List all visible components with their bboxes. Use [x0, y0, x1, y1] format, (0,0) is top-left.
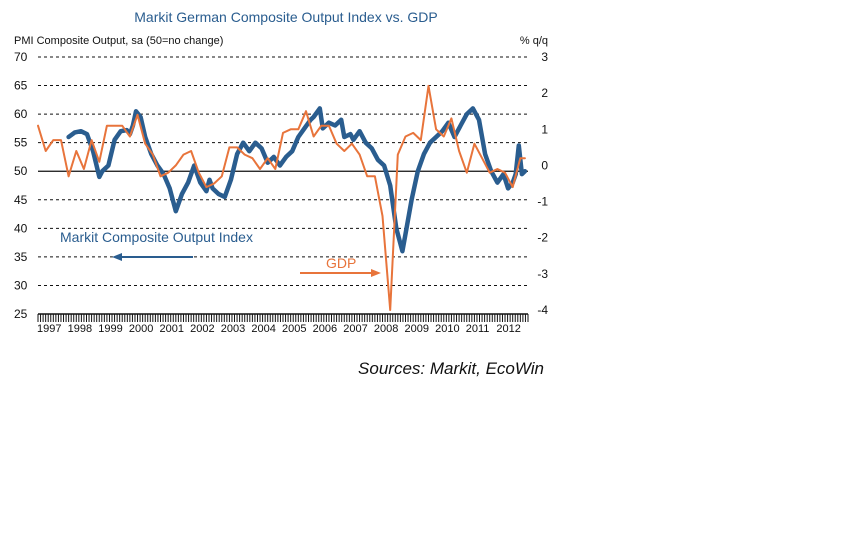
gdp-series-line	[37, 84, 526, 311]
x-tick-label: 2006	[313, 323, 337, 335]
x-tick-label: 1997	[37, 323, 61, 335]
x-tick-label: 2011	[466, 323, 490, 335]
left-tick-label: 65	[14, 79, 28, 93]
x-tick-label: 2004	[251, 323, 275, 335]
x-tick-label: 2010	[435, 323, 459, 335]
right-tick-label: 2	[541, 86, 548, 100]
right-tick-label: 1	[541, 122, 548, 136]
right-tick-label: 3	[541, 50, 548, 64]
x-tick-label: 1999	[98, 323, 122, 335]
pmi-annotation-label: Markit Composite Output Index	[60, 229, 253, 245]
left-tick-label: 55	[14, 136, 28, 150]
pmi-arrow	[112, 253, 193, 261]
x-tick-label: 2005	[282, 323, 306, 335]
x-tick-label: 2003	[221, 323, 245, 335]
left-tick-label: 40	[14, 221, 28, 235]
left-tick-label: 35	[14, 250, 28, 264]
left-tick-label: 70	[14, 50, 28, 64]
right-tick-label: -1	[537, 195, 548, 209]
axis-ticks: 70 65 60 55 50 45 40 35 30 25 3 2 1 0 -1 -2 -3 -4 1997 1998…	[14, 50, 548, 335]
x-tick-label: 2009	[405, 323, 429, 335]
left-axis-label: PMI Composite Output, sa (50=no change)	[14, 35, 223, 47]
gdp-annotation-label: GDP	[326, 255, 356, 271]
x-tick-label: 2008	[374, 323, 398, 335]
right-tick-label: 0	[541, 158, 548, 172]
left-tick-label: 45	[14, 193, 28, 207]
x-tick-label: 2000	[129, 323, 153, 335]
left-tick-label: 50	[14, 164, 28, 178]
source-note: Sources: Markit, EcoWin	[358, 359, 544, 378]
right-tick-label: -4	[537, 303, 548, 317]
right-axis-label: % q/q	[520, 35, 548, 47]
right-tick-label: -3	[537, 267, 548, 281]
left-tick-label: 25	[14, 307, 28, 321]
chart-title: Markit German Composite Output Index vs.…	[134, 9, 437, 25]
x-tick-label: 2012	[496, 323, 520, 335]
left-tick-label: 60	[14, 107, 28, 121]
x-tick-label: 2007	[343, 323, 367, 335]
gdp-arrow	[300, 269, 381, 277]
x-tick-label: 1998	[68, 323, 92, 335]
left-tick-label: 30	[14, 278, 28, 292]
x-tick-label: 2002	[190, 323, 214, 335]
x-tick-label: 2001	[160, 323, 184, 335]
right-tick-label: -2	[537, 231, 548, 245]
series-lines	[37, 84, 528, 311]
gridlines	[38, 56, 528, 286]
